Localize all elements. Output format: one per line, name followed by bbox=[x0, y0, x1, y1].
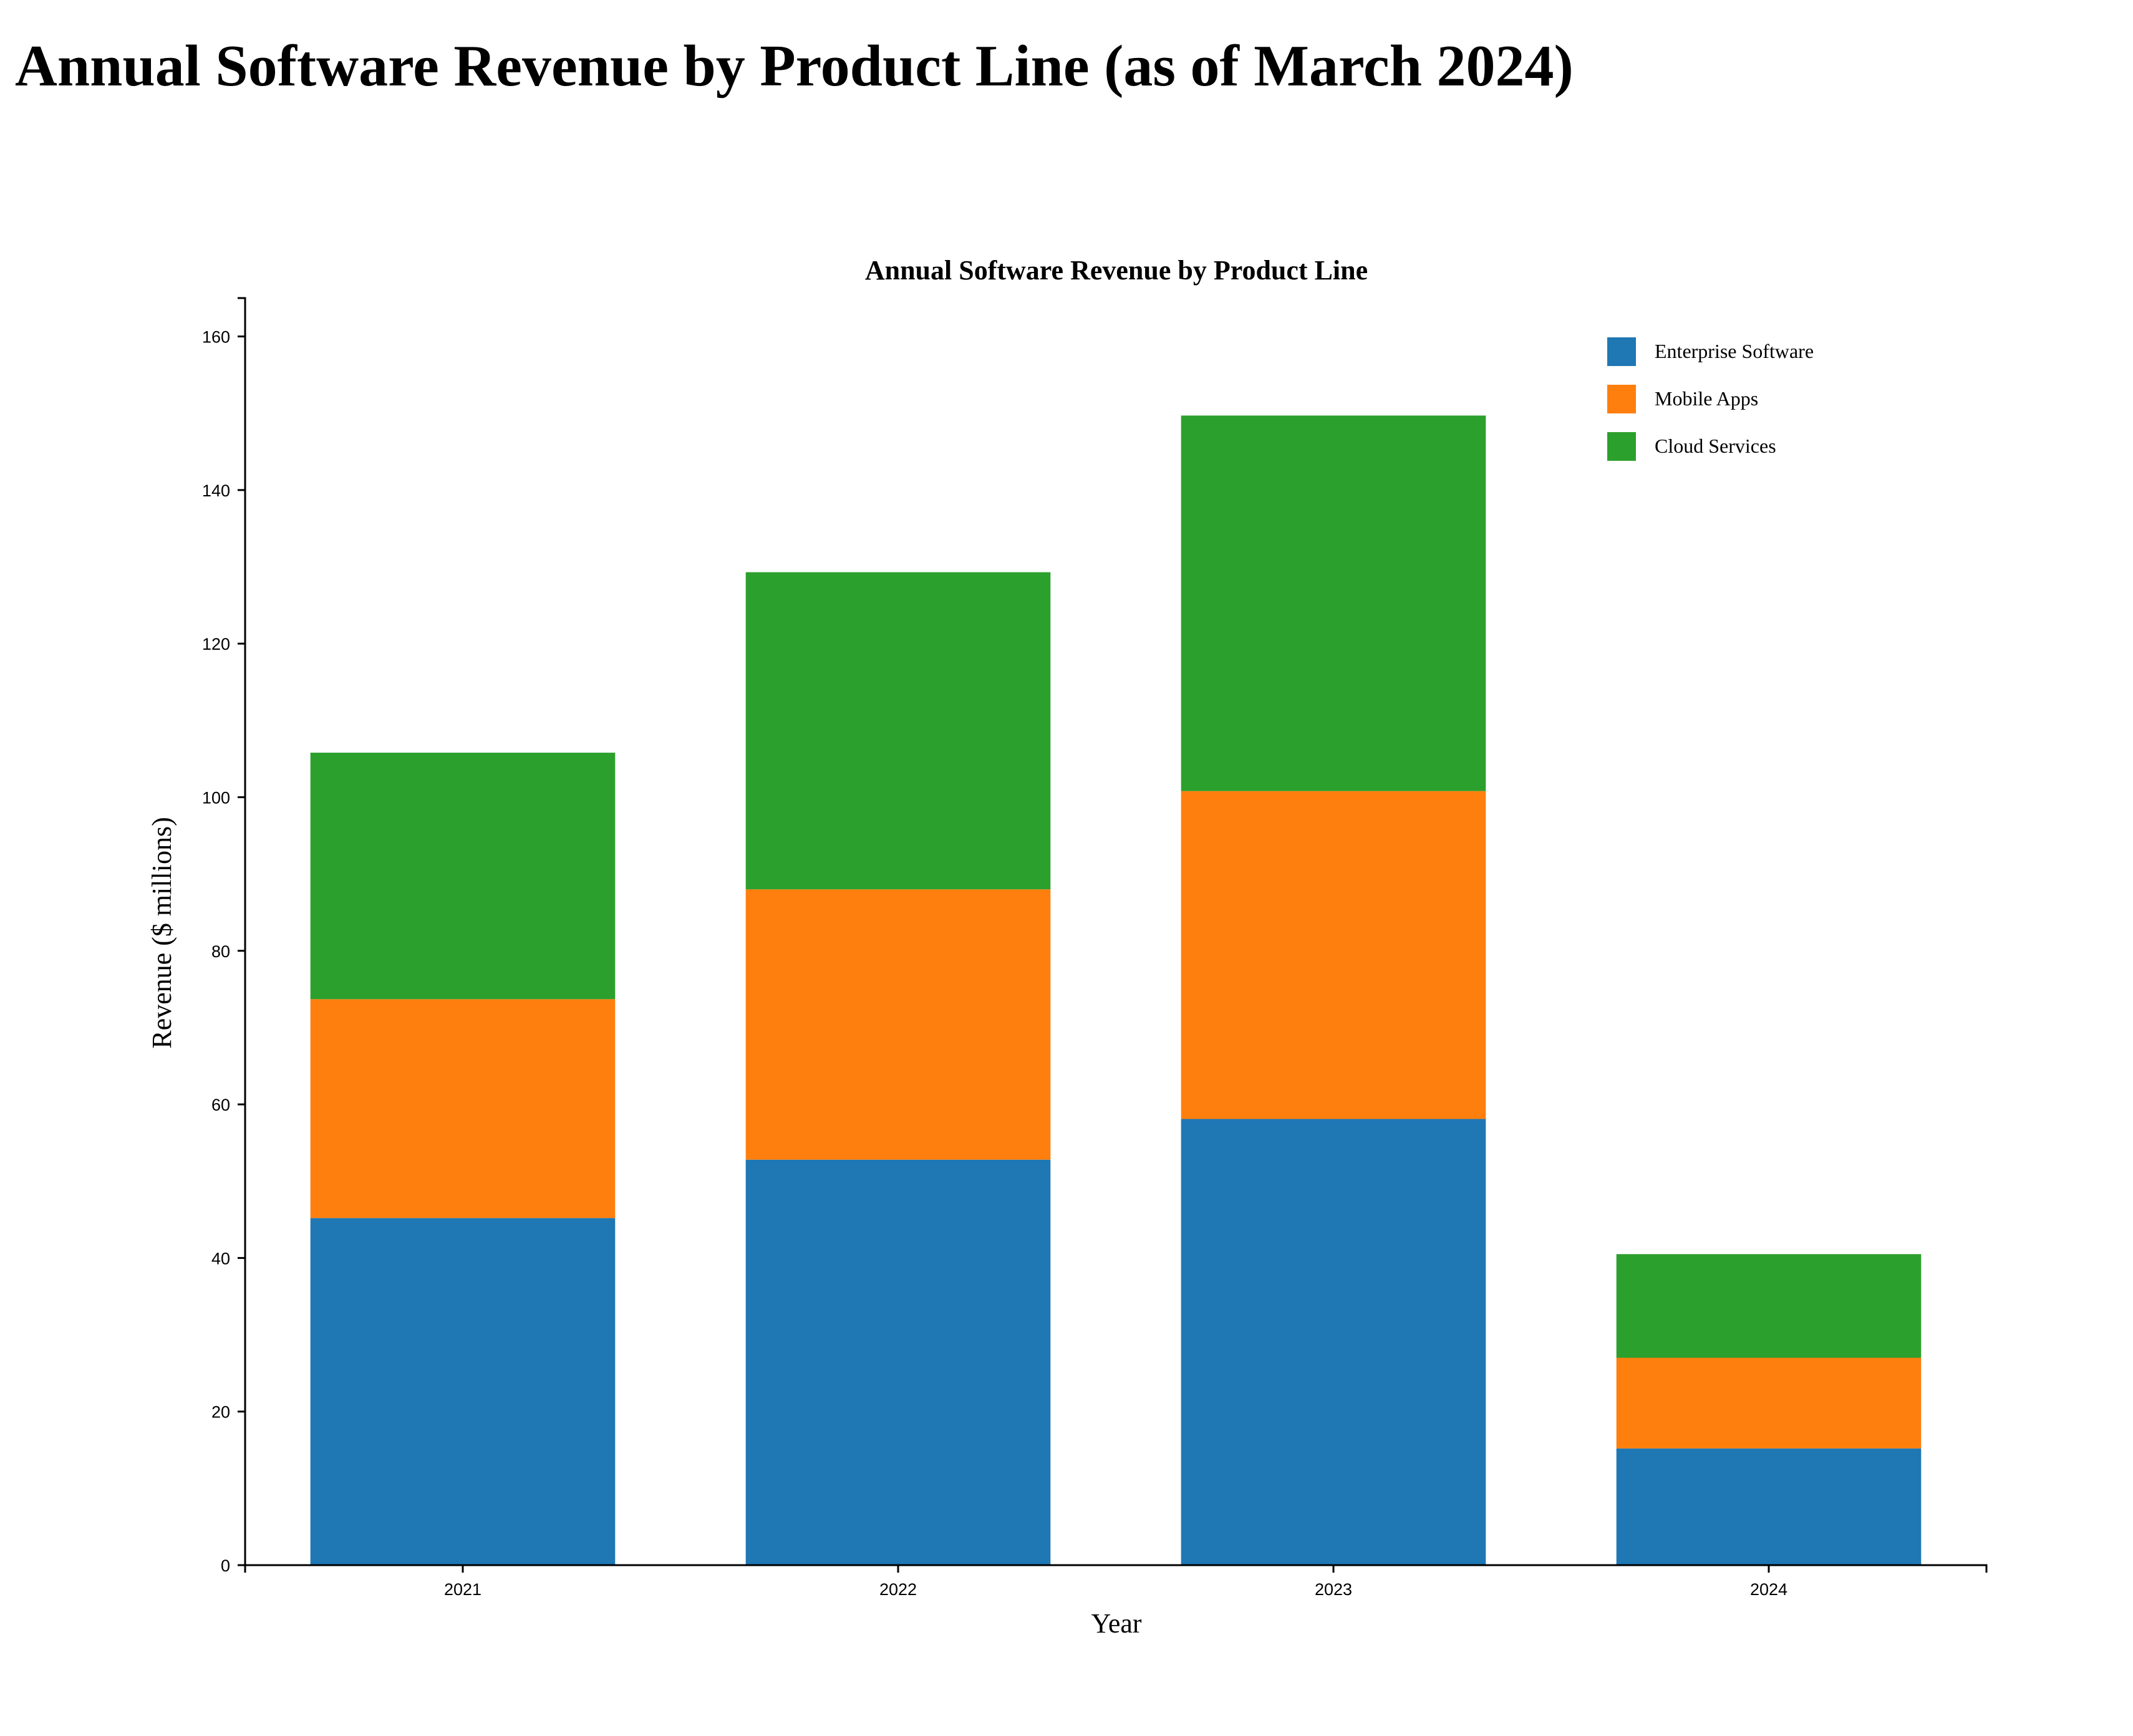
bar-enterprise-software-2021 bbox=[310, 1218, 616, 1565]
x-tick-label: 2022 bbox=[879, 1580, 917, 1599]
y-tick-label: 140 bbox=[202, 481, 230, 500]
bar-mobile-apps-2023 bbox=[1181, 791, 1486, 1119]
y-tick-label: 40 bbox=[211, 1249, 230, 1268]
y-axis: 0 20 40 60 80 100 120 140 160 bbox=[202, 297, 246, 1575]
x-tick-label: 2021 bbox=[444, 1580, 481, 1599]
legend: Enterprise Software Mobile Apps Cloud Serv… bbox=[1607, 337, 1814, 461]
bar-mobile-apps-2021 bbox=[310, 999, 616, 1218]
bar-cloud-services-2022 bbox=[745, 572, 1051, 890]
legend-label: Cloud Services bbox=[1655, 435, 1776, 457]
legend-label: Mobile Apps bbox=[1655, 387, 1758, 410]
y-tick-label: 120 bbox=[202, 635, 230, 653]
legend-swatch bbox=[1607, 385, 1636, 413]
x-axis-label: Year bbox=[1091, 1608, 1141, 1639]
page-title: Annual Software Revenue by Product Line … bbox=[15, 34, 1574, 99]
bar-cloud-services-2021 bbox=[310, 753, 616, 1000]
y-tick-label: 160 bbox=[202, 328, 230, 347]
y-tick-label: 60 bbox=[211, 1096, 230, 1114]
bar-mobile-apps-2022 bbox=[745, 889, 1051, 1160]
y-tick-label: 0 bbox=[221, 1556, 230, 1575]
bar-enterprise-software-2022 bbox=[745, 1159, 1051, 1565]
y-tick-label: 20 bbox=[211, 1403, 230, 1422]
bar-cloud-services-2023 bbox=[1181, 415, 1486, 791]
y-axis-line bbox=[238, 297, 246, 1566]
chart-title: Annual Software Revenue by Product Line bbox=[865, 255, 1368, 286]
legend-swatch bbox=[1607, 337, 1636, 366]
bar-mobile-apps-2024 bbox=[1616, 1357, 1922, 1449]
y-tick-label: 80 bbox=[211, 942, 230, 961]
x-axis: 2021 2022 2023 2024 bbox=[244, 1564, 1988, 1599]
x-tick-label: 2024 bbox=[1750, 1580, 1787, 1599]
x-tick-label: 2023 bbox=[1315, 1580, 1352, 1599]
bar-enterprise-software-2023 bbox=[1181, 1119, 1486, 1565]
y-axis-label: Revenue ($ millions) bbox=[147, 817, 177, 1049]
y-tick-label: 100 bbox=[202, 788, 230, 807]
legend-label: Enterprise Software bbox=[1655, 340, 1814, 362]
bars-group bbox=[310, 415, 1922, 1565]
x-axis-line bbox=[244, 1564, 1988, 1573]
legend-swatch bbox=[1607, 432, 1636, 461]
bar-enterprise-software-2024 bbox=[1616, 1448, 1922, 1565]
bar-cloud-services-2024 bbox=[1616, 1254, 1922, 1358]
